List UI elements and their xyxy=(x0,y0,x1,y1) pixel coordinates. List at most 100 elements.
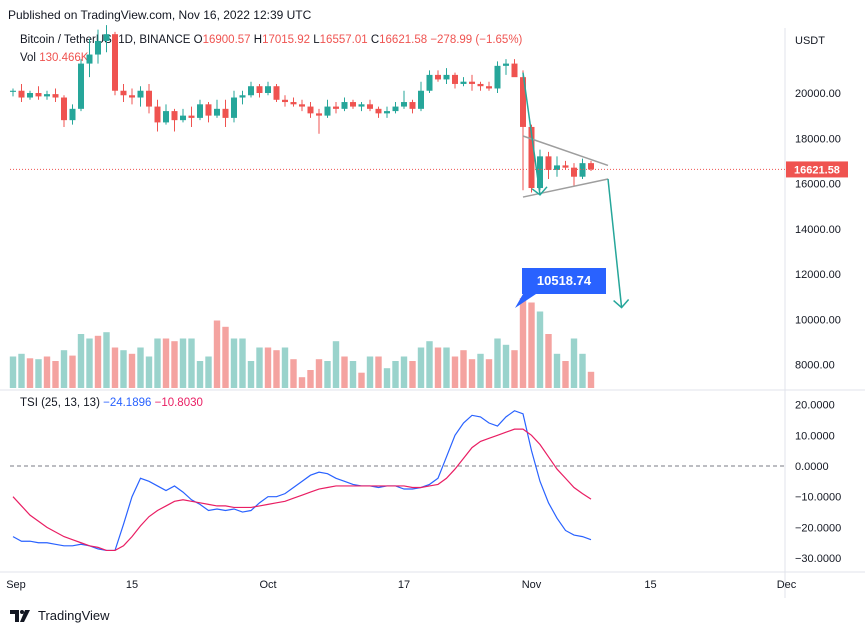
candle-body xyxy=(273,86,280,100)
candle-body xyxy=(180,115,186,121)
candle-body xyxy=(537,156,543,189)
volume-bar xyxy=(460,350,467,388)
volume-bar xyxy=(519,298,527,388)
price-tick-label: 12000.00 xyxy=(795,269,841,281)
candle-body xyxy=(299,104,305,107)
price-tick-label: 18000.00 xyxy=(795,133,841,145)
candle-body xyxy=(324,106,331,116)
candle-body xyxy=(10,90,16,92)
volume-bar xyxy=(579,353,586,388)
tsi-tick-label: 10.0000 xyxy=(795,430,835,442)
volume-bar xyxy=(247,361,255,388)
candle-body xyxy=(350,102,356,107)
down-arrow-1 xyxy=(522,72,541,195)
volume-bar xyxy=(383,368,391,388)
candle-body xyxy=(222,108,229,118)
volume-bar xyxy=(264,347,272,388)
volume-bar xyxy=(35,359,42,388)
volume-bar xyxy=(341,356,348,388)
candle-body xyxy=(452,74,458,84)
candle-body xyxy=(61,97,67,121)
candle-body xyxy=(511,63,518,78)
candle-body xyxy=(95,40,101,55)
tsi-value: −24.1896 xyxy=(103,397,152,409)
candle-body xyxy=(112,34,118,91)
candle-body xyxy=(171,111,178,121)
open-label: O xyxy=(193,34,203,46)
candle-body xyxy=(129,95,135,98)
price-tick-label: 20000.00 xyxy=(795,88,841,100)
volume-value: 130.466K xyxy=(39,52,89,64)
volume-bar xyxy=(94,335,102,388)
candle-body xyxy=(307,106,314,114)
candle-body xyxy=(188,115,195,118)
candle-body xyxy=(409,102,416,109)
price-tick-label: 8000.00 xyxy=(795,360,835,372)
volume-bar xyxy=(128,353,136,388)
volume-bar xyxy=(273,350,280,388)
volume-bar xyxy=(485,359,493,388)
volume-bar xyxy=(307,370,314,388)
candle-body xyxy=(27,93,33,98)
price-tick-label: 16000.00 xyxy=(795,179,841,191)
candle-body xyxy=(44,94,50,97)
candle-body xyxy=(486,86,492,89)
volume-bar xyxy=(213,320,221,388)
volume-bar xyxy=(52,361,59,388)
last-price-badge xyxy=(786,161,848,178)
candle-body xyxy=(120,90,127,96)
volume-bar xyxy=(18,353,25,388)
tradingview-logo[interactable]: TradingView xyxy=(10,608,110,623)
volume-bar xyxy=(562,361,569,388)
tsi-tick-label: −20.0000 xyxy=(795,522,841,534)
tradingview-logo-icon xyxy=(10,609,30,622)
candle-body xyxy=(418,90,424,109)
candle-body xyxy=(239,95,246,98)
volume-bar xyxy=(409,361,416,388)
volume-bar xyxy=(477,353,484,388)
volume-legend: Vol 130.466K xyxy=(20,52,88,64)
down-arrow-2-head xyxy=(613,299,630,309)
time-tick-label: 17 xyxy=(398,579,410,591)
volume-bar xyxy=(137,347,144,388)
price-tick-label: 14000.00 xyxy=(795,224,841,236)
volume-bar xyxy=(400,356,408,388)
volume-bar xyxy=(366,356,374,388)
down-arrow-1-head xyxy=(531,186,548,196)
volume-bar xyxy=(239,338,246,388)
time-tick-label: 15 xyxy=(644,579,656,591)
candle-body xyxy=(588,163,594,170)
candle-body xyxy=(146,90,152,107)
volume-bar xyxy=(26,358,34,388)
volume-bar xyxy=(120,350,127,388)
candle-body xyxy=(469,81,475,84)
candle-body xyxy=(154,106,161,123)
triangle-upper-line xyxy=(522,135,609,167)
candle-body xyxy=(35,93,42,97)
volume-bar xyxy=(417,347,425,388)
candle-body xyxy=(163,111,169,123)
candle-body xyxy=(392,106,399,112)
tsi-legend: TSI (25, 13, 13) −24.1896 −10.8030 xyxy=(20,397,203,409)
volume-bar xyxy=(179,338,187,388)
candle-body xyxy=(384,111,390,114)
tsi-tick-label: 0.0000 xyxy=(795,461,829,473)
volume-bar xyxy=(205,356,212,388)
candle-body xyxy=(316,113,322,116)
close-value: 16621.58 xyxy=(379,34,428,46)
candle-body xyxy=(460,81,467,84)
tsi-line xyxy=(12,410,592,552)
volume-bar xyxy=(188,338,195,388)
candle-body xyxy=(520,77,526,127)
tsi-tick-label: 20.0000 xyxy=(795,400,835,412)
candle-body xyxy=(554,165,560,170)
volume-bar xyxy=(468,359,476,388)
low-label: L xyxy=(313,34,320,46)
tsi-tick-label: −10.0000 xyxy=(795,492,841,504)
change-value: −278.99 (−1.65%) xyxy=(430,34,523,46)
tsi-name: TSI (25, 13, 13) xyxy=(20,397,100,409)
time-tick-label: Oct xyxy=(259,579,276,591)
volume-bar xyxy=(426,341,433,388)
tsi-tick-label: −30.0000 xyxy=(795,553,841,565)
